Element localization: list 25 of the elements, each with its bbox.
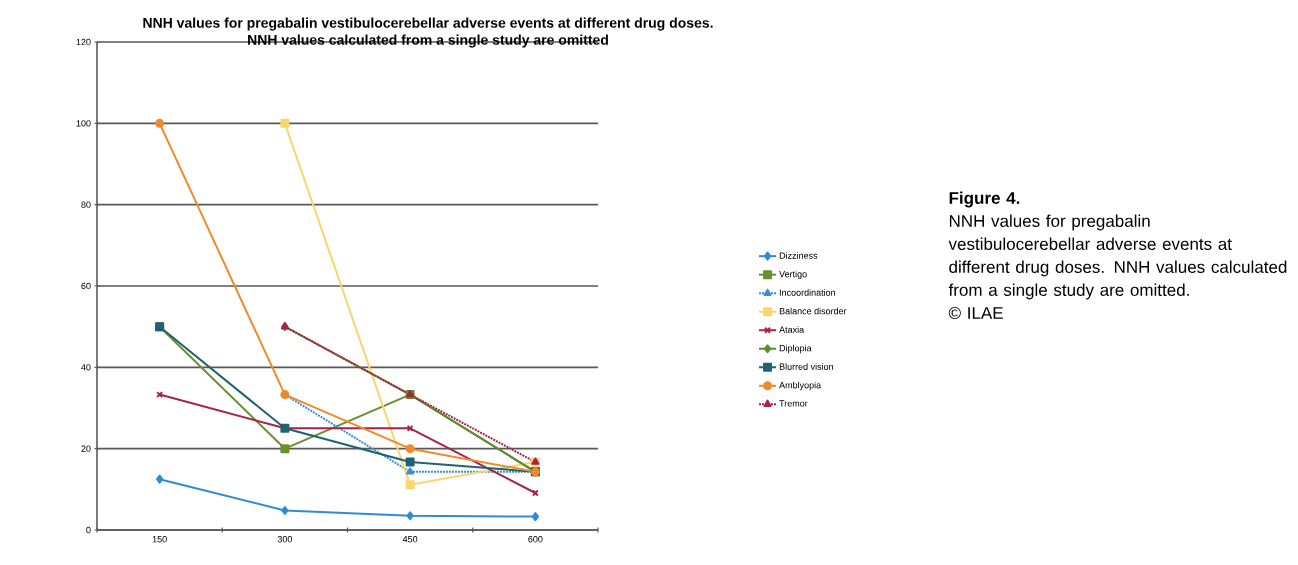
y-tick-label: 40 — [81, 364, 91, 371]
legend-label: Tremor — [779, 400, 808, 407]
y-tick-label: 60 — [81, 282, 91, 290]
legend-label: Amblyopia — [779, 381, 822, 391]
legend-label: Vertigo — [779, 270, 807, 280]
x-tick-label: 150 — [152, 536, 167, 543]
x-tick-label: 600 — [528, 536, 543, 543]
legend-label: Diplopia — [779, 344, 812, 354]
x-tick-label: 450 — [402, 536, 418, 543]
caption: Figure 4. — [949, 191, 1020, 208]
text: © ILAE — [948, 306, 1003, 319]
x-tick-label: 300 — [277, 536, 293, 543]
y-tick-label: 100 — [76, 120, 91, 127]
y-tick-label: 120 — [76, 38, 91, 46]
legend-label: Balance disorder — [779, 307, 847, 315]
y-tick-label: 0 — [86, 526, 91, 534]
legend-label: Incoordination — [779, 289, 836, 296]
legend-label: Ataxia — [779, 326, 805, 333]
chart-subtitle: NNH values calculated from a single study are omitted — [248, 34, 608, 48]
legend-label: Blurred vision — [779, 363, 834, 370]
text: NNH values for pregabalin vestibulocerebellar adverse events at different drug doses. NNH values calculated from a single study are omitted. — [948, 214, 1287, 300]
chart-title: NNH values for pregabalin vestibulocerebellar adverse events at different drug doses. — [143, 17, 713, 31]
legend-label: Dizziness — [779, 252, 818, 259]
y-tick-label: 20 — [81, 445, 91, 452]
y-tick-label: 80 — [81, 201, 91, 208]
